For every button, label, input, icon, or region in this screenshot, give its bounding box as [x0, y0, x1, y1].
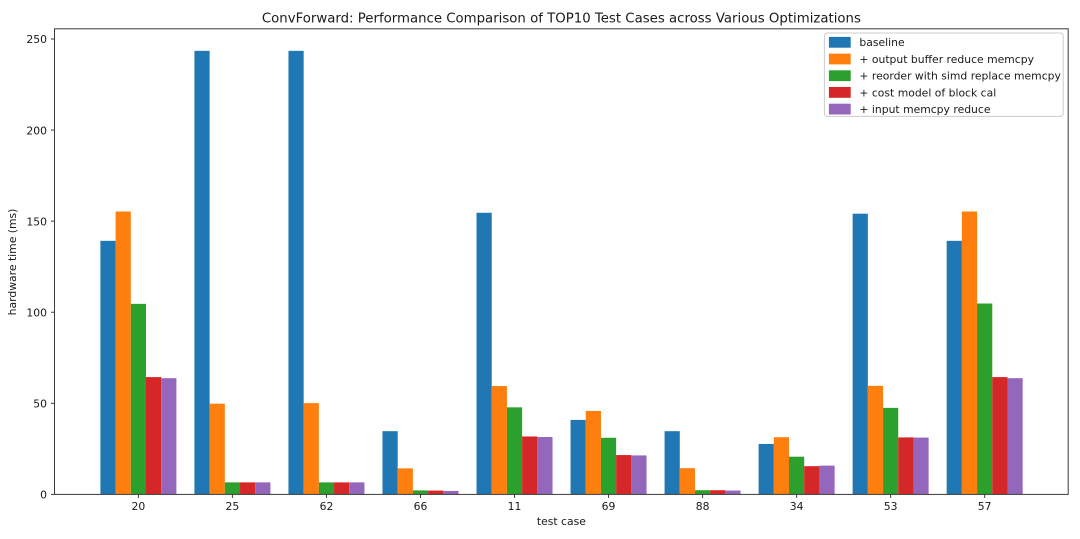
axes-spines: [54, 28, 1069, 495]
x-tick-label: 66: [414, 500, 428, 513]
y-tick-label: 200: [26, 124, 47, 137]
bar: [382, 431, 398, 495]
legend-swatch: [828, 70, 851, 82]
legend: baseline + output buffer reduce memcpy + r…: [823, 32, 1064, 117]
legend-frame: [823, 32, 1064, 117]
bar: [946, 240, 962, 495]
bar: [789, 456, 805, 495]
bar: [209, 403, 225, 495]
bar: [476, 212, 492, 495]
bar: [443, 490, 459, 495]
x-tick-label: 69: [602, 500, 616, 513]
x-tick-label: 53: [884, 500, 898, 513]
legend-item-label: baseline: [859, 36, 905, 49]
legend-item-label: + input memcpy reduce: [859, 103, 990, 116]
bar: [710, 490, 726, 495]
bar: [146, 377, 162, 495]
bar: [506, 407, 523, 495]
bar: [161, 378, 177, 495]
bar: [334, 482, 350, 495]
x-tick-label: 20: [132, 500, 146, 513]
bar: [585, 410, 601, 495]
bar: [773, 437, 790, 495]
bar: [522, 436, 538, 495]
bar: [898, 437, 914, 495]
x-tick-label: 34: [790, 500, 804, 513]
bar: [804, 466, 820, 495]
x-axis-label: test case: [537, 515, 586, 528]
bar: [412, 490, 429, 495]
x-tick-label: 57: [978, 500, 992, 513]
x-tick-label: 62: [320, 500, 334, 513]
bar: [867, 385, 884, 495]
x-tick-label: 88: [696, 500, 710, 513]
bar: [664, 431, 680, 495]
bar: [1007, 378, 1023, 495]
bar: [679, 468, 695, 495]
bar: [288, 50, 304, 495]
bar: [428, 490, 444, 495]
y-tick-label: 250: [26, 33, 47, 46]
bar: [100, 240, 116, 495]
bar: [725, 490, 741, 495]
x-tick-label: 11: [508, 500, 522, 513]
bar: [130, 303, 146, 495]
legend-item-label: + cost model of block cal: [859, 86, 996, 99]
bar: [977, 303, 993, 495]
bar: [631, 455, 647, 495]
bar: [397, 468, 413, 495]
ticks-layer: 0 50 100 150 200 250 20 25 62 66 11 69 88 34 53 57: [26, 33, 991, 513]
bar: [349, 482, 365, 495]
legend-item-label: + reorder with simd replace memcpy: [859, 70, 1061, 83]
bar: [758, 443, 774, 495]
legend-swatch: [828, 53, 851, 65]
bar: [224, 482, 241, 495]
bar: [115, 211, 131, 495]
y-tick-label: 0: [40, 489, 47, 502]
bar: [318, 482, 335, 495]
legend-item-label: + output buffer reduce memcpy: [859, 53, 1034, 66]
bar: [570, 419, 586, 495]
bar: [992, 377, 1008, 495]
bar: [883, 407, 899, 495]
bars-layer: [100, 50, 1023, 495]
y-tick-label: 50: [33, 398, 47, 411]
bar: [694, 490, 711, 495]
axes-layer: [54, 28, 1069, 495]
bar: [491, 386, 507, 495]
bar: [616, 455, 632, 495]
bar: [303, 403, 319, 495]
legend-swatch: [828, 103, 851, 115]
y-tick-label: 150: [26, 215, 47, 228]
bar: [537, 437, 553, 495]
y-tick-label: 100: [26, 306, 47, 319]
legend-swatch: [828, 87, 851, 98]
bar: [819, 465, 835, 495]
bar: [240, 482, 256, 495]
bar: [600, 437, 617, 495]
chart-title: ConvForward: Performance Comparison of T…: [262, 11, 861, 26]
bar: [961, 211, 978, 495]
bar: [913, 437, 929, 495]
y-axis-label: hardware time (ms): [6, 209, 19, 316]
legend-swatch: [828, 36, 851, 48]
x-tick-label: 25: [226, 500, 240, 513]
bar: [194, 50, 210, 495]
bar: [852, 213, 868, 495]
bar: [255, 482, 271, 495]
